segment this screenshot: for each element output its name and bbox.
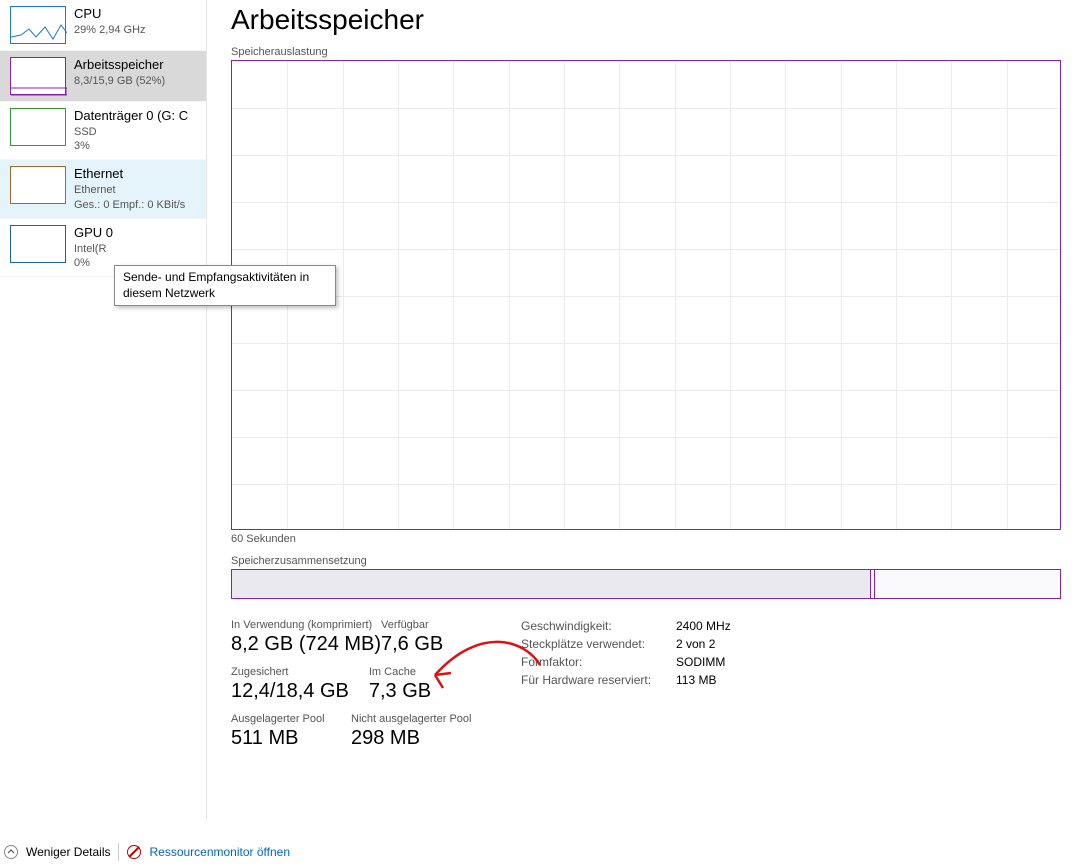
resource-monitor-link[interactable]: Ressourcenmonitor öffnen xyxy=(149,845,290,859)
sidebar-item-sub2: Ges.: 0 Empf.: 0 KBit/s xyxy=(74,198,185,212)
sidebar-item-sub: Ethernet xyxy=(74,183,185,197)
sidebar-item-sub: 29% 2,94 GHz xyxy=(74,23,146,37)
x-axis-label: 60 Sekunden xyxy=(231,533,1081,545)
sidebar: CPU29% 2,94 GHzArbeitsspeicher8,3/15,9 G… xyxy=(0,0,207,820)
sidebar-item-sub2: 0% xyxy=(74,256,113,270)
kv-key: Formfaktor: xyxy=(521,655,676,669)
kv-value: 2400 MHz xyxy=(676,619,731,633)
tooltip: Sende- und Empfangsaktivitäten in diesem… xyxy=(114,265,336,306)
stat-block: Nicht ausgelagerter Pool 298 MB xyxy=(351,713,471,750)
composition-label: Speicherzusammensetzung xyxy=(231,555,1081,567)
sidebar-item-sub: 8,3/15,9 GB (52%) xyxy=(74,74,165,88)
graph-label: Speicherauslastung xyxy=(231,46,1081,58)
sidebar-item-disk[interactable]: Datenträger 0 (G: CSSD3% xyxy=(0,102,206,160)
stat-block: Verfügbar 7,6 GB xyxy=(381,619,481,656)
kv-row: Für Hardware reserviert:113 MB xyxy=(521,673,731,687)
sidebar-item-title: CPU xyxy=(74,6,146,23)
stat-block: In Verwendung (komprimiert) 8,2 GB (724 M… xyxy=(231,619,361,656)
stat-label: Zugesichert xyxy=(231,666,349,678)
sidebar-item-sub2: 3% xyxy=(74,139,188,153)
stat-block: Im Cache 7,3 GB xyxy=(369,666,469,703)
compo-available xyxy=(875,570,1057,598)
stat-value: 298 MB xyxy=(351,727,471,750)
stat-block: Ausgelagerter Pool 511 MB xyxy=(231,713,331,750)
eth-thumb xyxy=(10,166,66,204)
gpu-thumb xyxy=(10,225,66,263)
sidebar-item-eth[interactable]: EthernetEthernetGes.: 0 Empf.: 0 KBit/s xyxy=(0,160,206,218)
memory-usage-graph xyxy=(231,60,1061,530)
stat-value: 7,3 GB xyxy=(369,680,469,703)
sidebar-item-sub: Intel(R xyxy=(74,242,113,256)
stats: In Verwendung (komprimiert) 8,2 GB (724 M… xyxy=(231,619,1081,760)
sidebar-item-cpu[interactable]: CPU29% 2,94 GHz xyxy=(0,0,206,51)
resource-monitor-icon xyxy=(127,845,141,859)
stat-value: 511 MB xyxy=(231,727,331,750)
kv-value: 113 MB xyxy=(676,673,716,687)
sidebar-item-sub: SSD xyxy=(74,125,188,139)
stat-value: 7,6 GB xyxy=(381,633,481,656)
memory-thumb xyxy=(10,57,66,95)
stat-label: Ausgelagerter Pool xyxy=(231,713,331,725)
sidebar-item-title: Datenträger 0 (G: C xyxy=(74,108,188,125)
stat-label: Nicht ausgelagerter Pool xyxy=(351,713,471,725)
stat-label: In Verwendung (komprimiert) xyxy=(231,619,361,631)
stat-value: 12,4/18,4 GB xyxy=(231,680,349,703)
cpu-thumb xyxy=(10,6,66,44)
disk-thumb xyxy=(10,108,66,146)
separator xyxy=(118,843,119,861)
main-panel: Arbeitsspeicher Speicherauslastung 60 Se… xyxy=(207,0,1081,820)
chevron-up-icon[interactable] xyxy=(4,845,18,859)
stats-right: Geschwindigkeit:2400 MHzSteckplätze verw… xyxy=(521,619,731,760)
sidebar-item-title: Ethernet xyxy=(74,166,185,183)
stat-label: Im Cache xyxy=(369,666,469,678)
page-title: Arbeitsspeicher xyxy=(231,4,1081,36)
sidebar-item-memory[interactable]: Arbeitsspeicher8,3/15,9 GB (52%) xyxy=(0,51,206,102)
kv-key: Geschwindigkeit: xyxy=(521,619,676,633)
kv-key: Für Hardware reserviert: xyxy=(521,673,676,687)
stat-block: Zugesichert 12,4/18,4 GB xyxy=(231,666,349,703)
compo-used xyxy=(232,570,870,598)
stat-value: 8,2 GB (724 MB) xyxy=(231,633,361,656)
fewer-details-link[interactable]: Weniger Details xyxy=(26,845,110,859)
kv-row: Formfaktor:SODIMM xyxy=(521,655,731,669)
memory-composition-bar xyxy=(231,569,1061,599)
kv-key: Steckplätze verwendet: xyxy=(521,637,676,651)
sidebar-item-title: GPU 0 xyxy=(74,225,113,242)
kv-row: Steckplätze verwendet:2 von 2 xyxy=(521,637,731,651)
stat-label: Verfügbar xyxy=(381,619,481,631)
footer: Weniger Details Ressourcenmonitor öffnen xyxy=(4,843,290,861)
kv-row: Geschwindigkeit:2400 MHz xyxy=(521,619,731,633)
kv-value: 2 von 2 xyxy=(676,637,715,651)
kv-value: SODIMM xyxy=(676,655,725,669)
stats-left: In Verwendung (komprimiert) 8,2 GB (724 M… xyxy=(231,619,481,760)
sidebar-item-title: Arbeitsspeicher xyxy=(74,57,165,74)
